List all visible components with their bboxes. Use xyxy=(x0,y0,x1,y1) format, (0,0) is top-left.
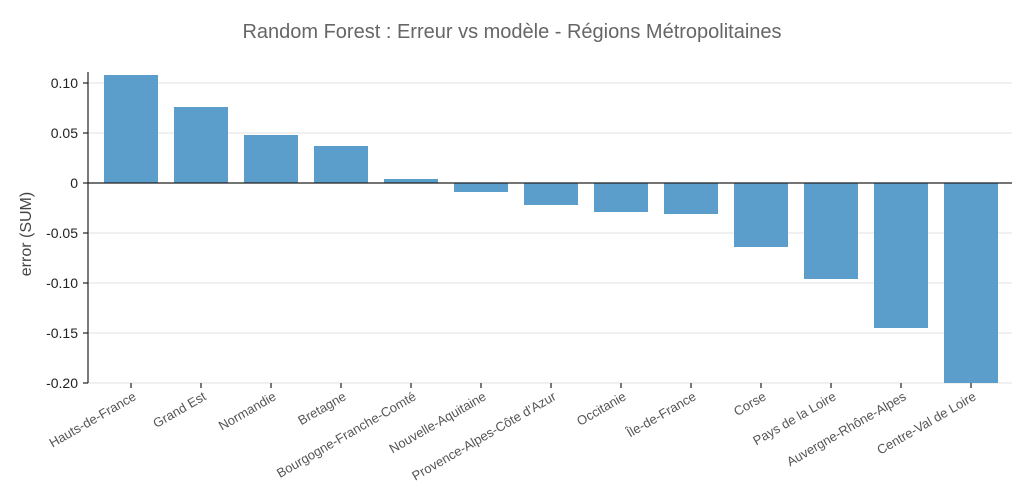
bar[interactable] xyxy=(314,146,368,183)
bars xyxy=(104,75,998,383)
bar[interactable] xyxy=(874,183,928,328)
x-tick-label: Normandie xyxy=(216,389,279,434)
bar[interactable] xyxy=(594,183,648,212)
y-tick-label: 0.10 xyxy=(51,75,78,91)
x-tick-label: Hauts-de-France xyxy=(47,389,139,451)
x-axis-ticks: Hauts-de-France Grand Est Normandie Bretagn… xyxy=(47,383,979,483)
y-tick-label: 0.05 xyxy=(51,125,78,141)
bar[interactable] xyxy=(734,183,788,247)
y-axis-label: error (SUM) xyxy=(18,192,35,276)
chart-title: Random Forest : Erreur vs modèle - Régio… xyxy=(242,21,781,43)
y-tick-label: 0 xyxy=(70,175,78,191)
bar[interactable] xyxy=(174,107,228,183)
bar[interactable] xyxy=(944,183,998,383)
bar[interactable] xyxy=(524,183,578,205)
bar[interactable] xyxy=(384,179,438,183)
x-tick-label: Grand Est xyxy=(150,388,209,430)
bar[interactable] xyxy=(454,183,508,192)
x-tick-label: Occitanie xyxy=(574,389,628,429)
bar[interactable] xyxy=(244,135,298,183)
y-tick-label: -0.15 xyxy=(46,325,78,341)
bar[interactable] xyxy=(804,183,858,279)
x-tick-label: Île-de-France xyxy=(623,389,698,441)
y-tick-label: -0.10 xyxy=(46,275,78,291)
gridlines xyxy=(88,82,1012,384)
bar[interactable] xyxy=(104,75,158,183)
y-tick-label: -0.20 xyxy=(46,375,78,391)
y-axis-ticks: 0.10 0.05 0 -0.05 -0.10 -0.15 -0.20 xyxy=(46,75,88,391)
y-tick-label: -0.05 xyxy=(46,225,78,241)
x-tick-label: Bretagne xyxy=(295,389,348,428)
bar[interactable] xyxy=(664,183,718,214)
x-tick-label: Auvergne-Rhône-Alpes xyxy=(784,388,909,469)
x-tick-label: Corse xyxy=(731,389,769,419)
